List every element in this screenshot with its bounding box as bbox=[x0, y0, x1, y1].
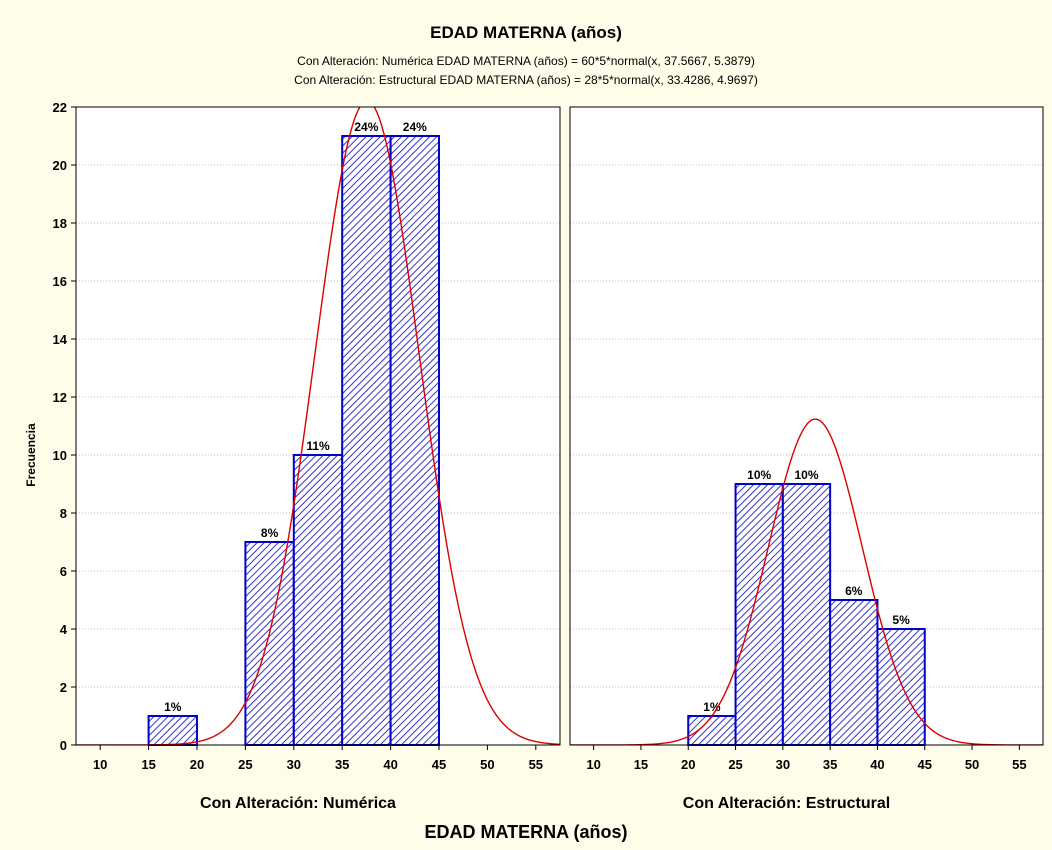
bar-percent-label: 10% bbox=[794, 468, 818, 482]
bar-percent-label: 8% bbox=[261, 526, 279, 540]
bar-percent-label: 24% bbox=[354, 120, 378, 134]
y-tick-label: 6 bbox=[60, 564, 67, 579]
histogram-bar bbox=[781, 483, 832, 746]
x-tick-label: 35 bbox=[335, 757, 349, 772]
x-tick-label: 40 bbox=[870, 757, 884, 772]
x-tick-label: 15 bbox=[141, 757, 155, 772]
y-tick-label: 8 bbox=[60, 506, 67, 521]
y-tick-label: 2 bbox=[60, 680, 67, 695]
plot-frame bbox=[75, 106, 561, 746]
bar-percent-label: 1% bbox=[703, 700, 721, 714]
x-tick-label: 45 bbox=[918, 757, 932, 772]
x-tick-label: 30 bbox=[776, 757, 790, 772]
bar-percent-label: 6% bbox=[845, 584, 863, 598]
y-tick-label: 14 bbox=[53, 332, 68, 347]
histogram-bar bbox=[341, 135, 392, 746]
x-tick-label: 50 bbox=[965, 757, 979, 772]
x-tick-label: 55 bbox=[1012, 757, 1026, 772]
x-tick-label: 10 bbox=[93, 757, 107, 772]
y-tick-label: 12 bbox=[53, 390, 67, 405]
x-tick-label: 50 bbox=[480, 757, 494, 772]
histogram-bar bbox=[292, 454, 344, 746]
normal-fit-curve bbox=[570, 418, 1043, 745]
x-tick-label: 25 bbox=[728, 757, 742, 772]
x-tick-label: 55 bbox=[529, 757, 543, 772]
bar-percent-label: 10% bbox=[747, 468, 771, 482]
bar-percent-label: 5% bbox=[892, 613, 910, 627]
plot-frame bbox=[569, 106, 1044, 746]
y-tick-label: 16 bbox=[53, 274, 67, 289]
y-tick-label: 4 bbox=[60, 622, 68, 637]
panel-label: Con Alteración: Estructural bbox=[683, 795, 890, 812]
panel-2: 1% 10% 10% 6% 5% 10 15 20 25 30 35 40 45 50 55 Con Alte… bbox=[569, 106, 1044, 812]
y-tick-label: 18 bbox=[53, 216, 67, 231]
x-tick-label: 20 bbox=[190, 757, 204, 772]
chart-subtitle-1: Con Alteración: Numérica EDAD MATERNA (a… bbox=[297, 54, 755, 68]
histogram-bar bbox=[389, 135, 441, 746]
y-tick-label: 22 bbox=[53, 100, 67, 115]
bar-percent-label: 1% bbox=[164, 700, 182, 714]
y-tick-label: 20 bbox=[53, 158, 67, 173]
histogram-bar bbox=[829, 599, 879, 746]
y-axis-title: Frecuencia bbox=[24, 423, 38, 487]
x-tick-label: 35 bbox=[823, 757, 837, 772]
histogram-bar bbox=[147, 715, 199, 746]
y-tick-label: 10 bbox=[53, 448, 67, 463]
x-tick-label: 40 bbox=[383, 757, 397, 772]
x-tick-label: 30 bbox=[287, 757, 301, 772]
x-tick-label: 25 bbox=[238, 757, 252, 772]
histogram-bar bbox=[734, 483, 784, 746]
x-tick-label: 45 bbox=[432, 757, 446, 772]
chart-subtitle-2: Con Alteración: Estructural EDAD MATERNA… bbox=[294, 73, 758, 87]
histogram-bar bbox=[244, 541, 295, 746]
bar-percent-label: 24% bbox=[403, 120, 427, 134]
panel-1: 1% 8% 11% 24% 24% 10 15 20 25 30 35 40 45 50 55 0 2 4 6 8 10… bbox=[53, 100, 561, 812]
y-tick-label: 0 bbox=[60, 738, 67, 753]
histogram-bar bbox=[687, 715, 737, 746]
x-axis-title: EDAD MATERNA (años) bbox=[425, 822, 628, 842]
chart-title: EDAD MATERNA (años) bbox=[430, 23, 622, 42]
x-tick-label: 20 bbox=[681, 757, 695, 772]
panel-label: Con Alteración: Numérica bbox=[200, 795, 396, 812]
x-tick-label: 15 bbox=[634, 757, 648, 772]
bar-percent-label: 11% bbox=[306, 439, 330, 453]
histogram-bar bbox=[876, 628, 926, 746]
x-tick-label: 10 bbox=[586, 757, 600, 772]
panels-layer: 1% 8% 11% 24% 24% 10 15 20 25 30 35 40 45 50 55 0 2 4 6 8 10… bbox=[53, 100, 1044, 812]
